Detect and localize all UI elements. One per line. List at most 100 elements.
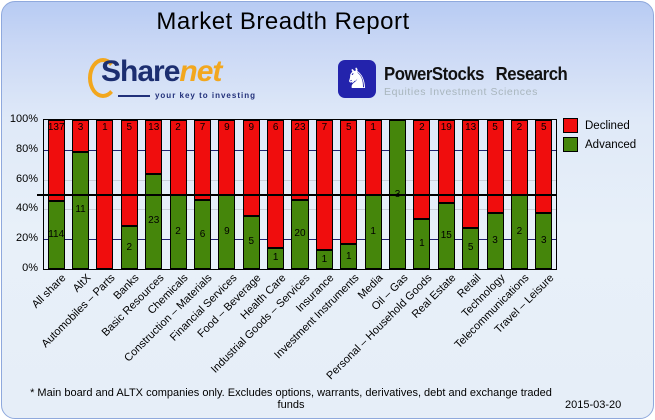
bar-column: 19 15: [437, 120, 455, 269]
advanced-swatch: [563, 137, 578, 152]
advanced-count-label: 1: [419, 238, 425, 250]
advanced-segment: [120, 226, 138, 269]
advanced-segment: [145, 173, 163, 269]
declined-count-label: 23: [294, 122, 306, 133]
advanced-count-label: 5: [467, 242, 474, 254]
declined-segment: [267, 120, 285, 248]
advanced-segment: [242, 215, 260, 269]
legend-label-declined: Declined: [585, 119, 630, 132]
advanced-segment: [291, 199, 309, 269]
declined-count-label: 137: [47, 122, 65, 133]
declined-count-label: 9: [248, 122, 255, 133]
bar-column: 23 20: [291, 120, 309, 269]
declined-segment: [315, 120, 333, 251]
declined-count-label: 13: [465, 122, 477, 133]
advanced-count-label: 2: [126, 241, 133, 253]
knight-icon: ♞: [344, 63, 370, 94]
powerstocks-texts: PowerStocks Research Equities Investment…: [384, 60, 581, 98]
page-title: Market Breadth Report: [156, 8, 410, 35]
legend-item-declined: Declined: [563, 118, 636, 133]
declined-segment: [340, 120, 358, 245]
advanced-segment: [413, 219, 431, 269]
declined-segment: [486, 120, 504, 214]
declined-segment: [145, 120, 163, 174]
bar-column: 13 5: [462, 120, 480, 269]
advanced-segment: [462, 227, 480, 269]
advanced-segment: [437, 203, 455, 269]
declined-segment: [72, 120, 90, 152]
declined-count-label: 1: [102, 122, 108, 133]
declined-segment: [437, 120, 455, 204]
advanced-count-label: 114: [48, 229, 65, 241]
declined-count-label: 13: [148, 122, 160, 133]
y-axis-tick-label: 0%: [22, 262, 38, 274]
powerstocks-badge: ♞: [338, 60, 376, 98]
reference-line-50pct: [37, 193, 557, 196]
sharenet-word-share: Share: [101, 55, 180, 88]
advanced-count-label: 6: [199, 228, 206, 240]
plot-area: 1371143111521323227699956123207151113211…: [37, 119, 557, 270]
x-axis-labels: All share AltX Automobiles – Parts Banks Bas…: [30, 270, 556, 395]
y-axis-tick-label: 20%: [15, 232, 38, 245]
advanced-count-label: 3: [541, 235, 547, 247]
declined-segment: [193, 120, 211, 201]
advanced-count-label: 2: [516, 225, 523, 237]
powerstocks-name: PowerStocks Research: [384, 64, 568, 84]
declined-count-label: 6: [272, 122, 279, 133]
advanced-segment: [267, 247, 285, 269]
y-axis-tick-label: 40%: [15, 202, 38, 215]
advanced-segment: [193, 200, 211, 269]
y-axis-tick-label: 100%: [9, 113, 38, 125]
advanced-count-label: 5: [248, 236, 255, 248]
declined-swatch: [563, 118, 578, 133]
sharenet-wordmark: Sharenet: [101, 55, 222, 89]
advanced-segment: [315, 250, 333, 269]
declined-count-label: 2: [516, 122, 523, 133]
advanced-count-label: 11: [75, 204, 86, 216]
declined-count-label: 5: [492, 122, 498, 133]
declined-count-label: 3: [77, 122, 84, 133]
advanced-count-label: 3: [492, 235, 498, 247]
declined-segment: [462, 120, 480, 228]
sharenet-tagline: your key to investing: [154, 91, 256, 100]
advanced-count-label: 1: [272, 252, 279, 264]
advanced-segment: [72, 151, 90, 269]
footer-date: 2015-03-20: [565, 399, 622, 411]
powerstocks-tagline: Equities Investment Sciences: [384, 86, 538, 98]
declined-count-label: 1: [370, 122, 376, 133]
advanced-count-label: 20: [294, 228, 306, 240]
declined-count-label: 19: [440, 122, 452, 133]
declined-segment: [47, 120, 65, 202]
bar-column: 13 23: [145, 120, 163, 269]
declined-count-label: 2: [175, 122, 181, 133]
y-axis-labels: 100% 80% 60% 40% 20% 0%: [2, 114, 38, 274]
sharenet-arc-icon: [88, 58, 118, 98]
declined-count-label: 5: [345, 122, 352, 133]
sharenet-word-net: net: [179, 55, 222, 88]
declined-count-label: 7: [199, 122, 206, 133]
declined-segment: [535, 120, 553, 214]
declined-segment: [242, 120, 260, 216]
advanced-segment: [47, 201, 65, 269]
legend-label-advanced: Advanced: [585, 138, 637, 151]
sharenet-tagline-row: your key to investing: [118, 91, 256, 100]
advanced-count-label: 1: [345, 250, 352, 262]
declined-count-label: 5: [541, 122, 547, 133]
advanced-segment: [340, 244, 358, 269]
declined-count-label: 5: [126, 122, 133, 133]
bar-column: 3 11: [72, 120, 90, 269]
advanced-count-label: 2: [175, 225, 181, 237]
y-axis-tick-label: 60%: [15, 172, 38, 185]
advanced-count-label: 1: [321, 253, 328, 265]
bar-column: 137 114: [47, 120, 65, 269]
